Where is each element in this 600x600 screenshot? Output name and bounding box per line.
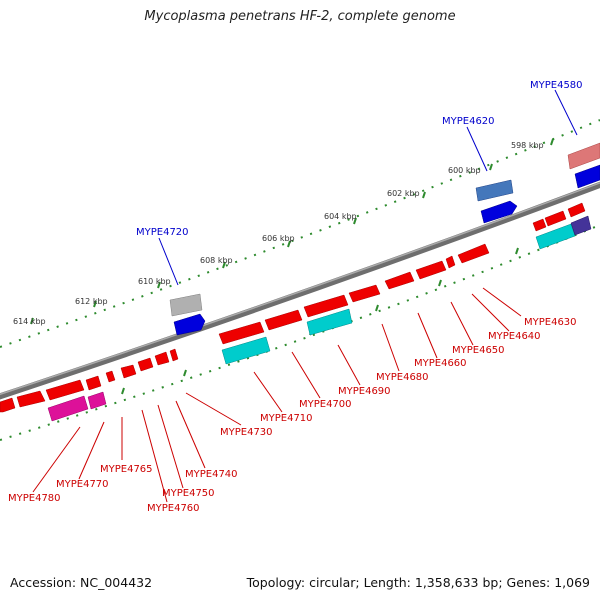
- gene-label-mype4750: MYPE4750: [162, 488, 215, 499]
- upper-connectors: [158, 89, 578, 286]
- scale-label-610: 610 kbp: [138, 277, 171, 286]
- inner-scale: [0, 224, 600, 441]
- gene-label-mype4710: MYPE4710: [260, 413, 313, 424]
- gene-label-mype4780: MYPE4780: [8, 493, 61, 504]
- scale-label-606: 606 kbp: [262, 234, 295, 243]
- gene-label-mype4720: MYPE4720: [136, 227, 189, 238]
- gene-label-mype4650: MYPE4650: [452, 345, 505, 356]
- gene-label-mype4740: MYPE4740: [185, 469, 238, 480]
- scale-label-598: 598 kbp: [511, 141, 544, 150]
- scale-label-614: 614 kbp: [13, 317, 46, 326]
- gene-label-mype4640: MYPE4640: [488, 331, 541, 342]
- gene-label-mype4680: MYPE4680: [376, 372, 429, 383]
- gene-row-reverse: [47, 215, 592, 422]
- gene-label-mype4770: MYPE4770: [56, 479, 109, 490]
- lower-connectors: [32, 287, 522, 503]
- gene-label-mype4690: MYPE4690: [338, 386, 391, 397]
- genome-backbone: [0, 181, 600, 400]
- gene-label-mype4630: MYPE4630: [524, 317, 577, 328]
- gene-label-mype4730: MYPE4730: [220, 427, 273, 438]
- gene-label-mype4620: MYPE4620: [442, 116, 495, 127]
- gene-label-mype4580: MYPE4580: [530, 80, 583, 91]
- scale-labels: 598 kbp 600 kbp 602 kbp 604 kbp 606 kbp …: [13, 141, 544, 326]
- gene-label-mype4660: MYPE4660: [414, 358, 467, 369]
- gene-row-upper: [169, 142, 600, 336]
- lower-gene-labels: MYPE4630 MYPE4640 MYPE4650 MYPE4660 MYPE…: [8, 317, 577, 514]
- scale-label-612: 612 kbp: [75, 297, 108, 306]
- scale-label-608: 608 kbp: [200, 256, 233, 265]
- gene-label-mype4760: MYPE4760: [147, 503, 200, 514]
- gene-label-mype4765: MYPE4765: [100, 464, 153, 475]
- major-ticks: [30, 138, 554, 413]
- upper-gene-labels: MYPE4580 MYPE4620 MYPE4720: [136, 80, 583, 238]
- topology-text: Topology: circular; Length: 1,358,633 bp…: [246, 575, 590, 590]
- gene-row-forward: [0, 202, 586, 413]
- outer-scale: [0, 119, 600, 348]
- scale-label-600: 600 kbp: [448, 166, 481, 175]
- map-title: Mycoplasma penetrans HF-2, complete geno…: [144, 9, 456, 24]
- gene-label-mype4700: MYPE4700: [299, 399, 352, 410]
- scale-label-602: 602 kbp: [387, 189, 420, 198]
- accession-text: Accession: NC_004432: [10, 575, 153, 590]
- scale-label-604: 604 kbp: [324, 212, 357, 221]
